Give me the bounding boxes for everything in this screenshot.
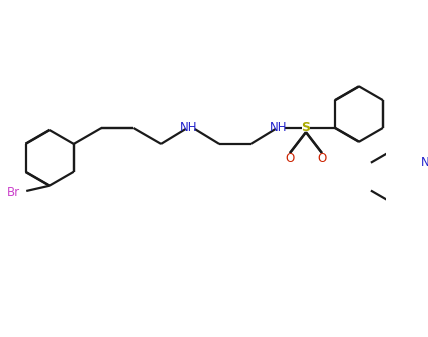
Text: Br: Br bbox=[7, 186, 20, 198]
Text: N: N bbox=[421, 156, 428, 169]
Text: O: O bbox=[285, 152, 294, 165]
Text: S: S bbox=[301, 121, 310, 134]
Text: O: O bbox=[317, 152, 327, 165]
Text: NH: NH bbox=[180, 121, 198, 134]
Text: NH: NH bbox=[270, 121, 288, 134]
